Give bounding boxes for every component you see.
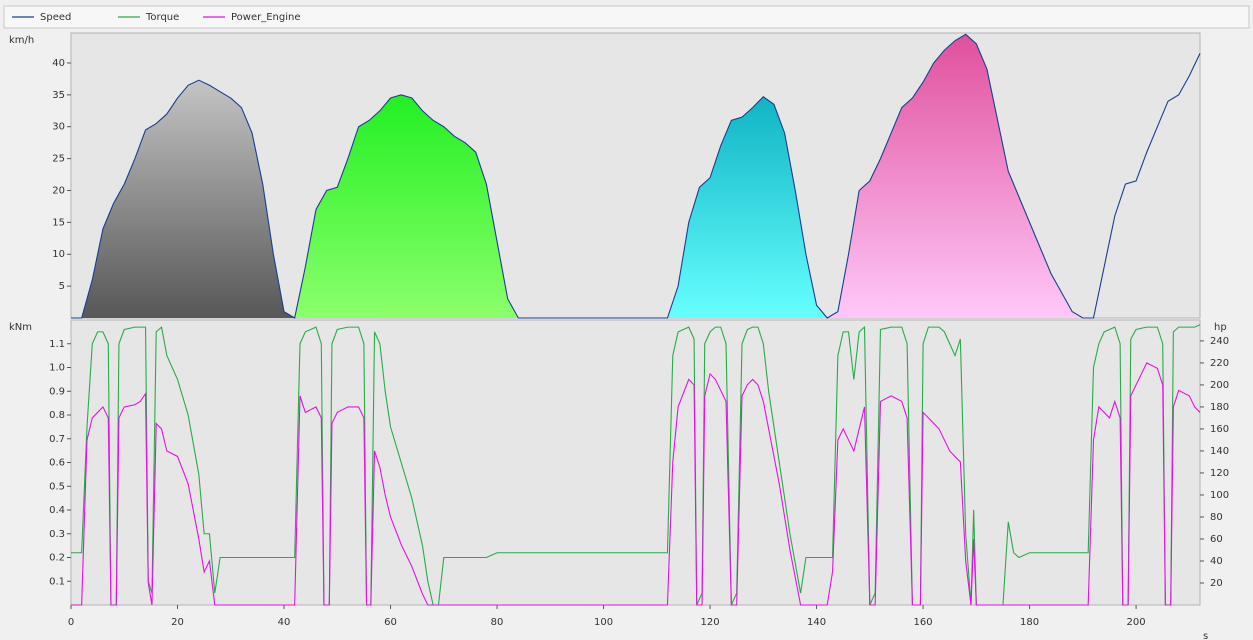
y2-tick-label: 40 (1210, 556, 1223, 567)
y-tick-label: 0.4 (49, 505, 65, 516)
x-tick-label: 80 (491, 617, 504, 628)
y-tick-label: 35 (52, 90, 65, 101)
y-tick-label: 0.1 (49, 576, 65, 587)
area-fill (294, 94, 519, 318)
y-tick-label: 15 (52, 217, 65, 228)
y-tick-label: 0.9 (49, 386, 65, 397)
y2-tick-label: 160 (1210, 424, 1229, 435)
x-tick-label: 120 (701, 617, 720, 628)
legend-label: Power_Engine (231, 12, 301, 23)
y2-tick-label: 180 (1210, 402, 1229, 413)
y2-tick-label: 140 (1210, 446, 1229, 457)
y-tick-label: 0.5 (49, 481, 65, 492)
series-line (71, 33, 1201, 319)
y-axis-label: km/h (9, 35, 34, 46)
y2-tick-label: 60 (1210, 534, 1223, 545)
area-fill (827, 34, 1083, 318)
y2-tick-label: 240 (1210, 336, 1229, 347)
legend-bar (3, 5, 1250, 29)
x-tick-label: 160 (914, 617, 933, 628)
x-tick-label: 40 (278, 617, 291, 628)
x-tick-label: 100 (594, 617, 613, 628)
y-tick-label: 0.8 (49, 410, 65, 421)
y2-tick-label: 200 (1210, 380, 1229, 391)
y2-tick-label: 20 (1210, 578, 1223, 589)
y-tick-label: 25 (52, 154, 65, 165)
plot-area (70, 319, 1201, 606)
x-axis-label: s (1203, 631, 1208, 640)
y-tick-label: 10 (52, 249, 65, 260)
y-tick-label: 1.0 (49, 363, 65, 374)
y-tick-label: 0.7 (49, 434, 65, 445)
y2-tick-label: 120 (1210, 468, 1229, 479)
x-tick-label: 140 (807, 617, 826, 628)
y-tick-label: 40 (52, 58, 65, 69)
area-fill (667, 96, 828, 318)
series-line (71, 324, 1201, 606)
legend-label: Torque (145, 12, 179, 23)
y-tick-label: 30 (52, 122, 65, 133)
y-tick-label: 0.6 (49, 458, 65, 469)
x-tick-label: 60 (384, 617, 397, 628)
y2-tick-label: 220 (1210, 358, 1229, 369)
y2-tick-label: 100 (1210, 490, 1229, 501)
y-tick-label: 1.1 (49, 339, 65, 350)
y-tick-label: 20 (52, 185, 65, 196)
x-tick-label: 180 (1020, 617, 1039, 628)
x-tick-label: 20 (171, 617, 184, 628)
legend-label: Speed (40, 12, 71, 23)
x-tick-label: 0 (68, 617, 74, 628)
area-fill (81, 80, 295, 318)
y-tick-label: 0.2 (49, 553, 65, 564)
x-tick-label: 200 (1127, 617, 1146, 628)
y-tick-label: 5 (59, 281, 65, 292)
series-line (71, 362, 1201, 606)
y2-axis-label: hp (1214, 322, 1227, 333)
y2-tick-label: 80 (1210, 512, 1223, 523)
y-axis-label: kNm (9, 322, 32, 333)
y-tick-label: 0.3 (49, 529, 65, 540)
